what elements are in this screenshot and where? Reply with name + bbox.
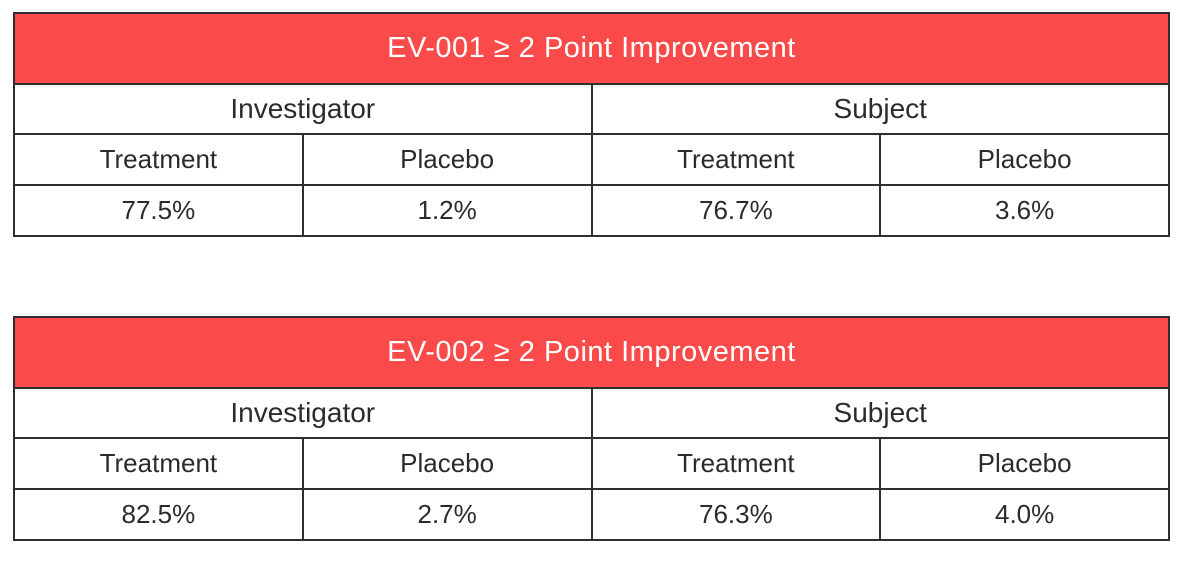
ev-002-table-title: EV-002 ≥ 2 Point Improvement <box>13 316 1170 389</box>
ev-001-column-header-subject-treatment: Treatment <box>590 133 882 186</box>
ev-002-value-investigator-treatment: 82.5% <box>13 488 304 541</box>
ev-001-column-header-investigator-treatment: Treatment <box>13 133 304 186</box>
ev-002-value-row: 82.5% 2.7% 76.3% 4.0% <box>13 488 1170 541</box>
ev-001-group-header-investigator: Investigator <box>13 83 593 135</box>
ev-002-value-investigator-placebo: 2.7% <box>301 488 593 541</box>
ev-001-column-header-subject-placebo: Placebo <box>879 133 1170 186</box>
ev-001-group-header-subject: Subject <box>590 83 1170 135</box>
ev-001-column-row: Treatment Placebo Treatment Placebo <box>13 133 1170 186</box>
ev-002-group-header-investigator: Investigator <box>13 387 593 439</box>
ev-002-column-header-subject-treatment: Treatment <box>590 437 882 490</box>
ev-002-column-header-investigator-placebo: Placebo <box>301 437 593 490</box>
ev-001-table-block: EV-001 ≥ 2 Point Improvement Investigato… <box>13 12 1170 237</box>
ev-001-value-investigator-treatment: 77.5% <box>13 184 304 237</box>
ev-002-column-header-investigator-treatment: Treatment <box>13 437 304 490</box>
ev-001-column-header-investigator-placebo: Placebo <box>301 133 593 186</box>
ev-001-group-row: Investigator Subject <box>13 83 1170 135</box>
ev-001-value-row: 77.5% 1.2% 76.7% 3.6% <box>13 184 1170 237</box>
ev-001-title-row: EV-001 ≥ 2 Point Improvement <box>13 12 1170 85</box>
ev-002-value-subject-treatment: 76.3% <box>590 488 882 541</box>
ev-002-table-block: EV-002 ≥ 2 Point Improvement Investigato… <box>13 316 1170 541</box>
ev-002-group-header-subject: Subject <box>590 387 1170 439</box>
ev-001-value-subject-placebo: 3.6% <box>879 184 1170 237</box>
ev-001-value-subject-treatment: 76.7% <box>590 184 882 237</box>
ev-001-table: EV-001 ≥ 2 Point Improvement Investigato… <box>13 12 1170 237</box>
ev-001-table-title: EV-001 ≥ 2 Point Improvement <box>13 12 1170 85</box>
ev-002-column-row: Treatment Placebo Treatment Placebo <box>13 437 1170 490</box>
page-content: EV-001 ≥ 2 Point Improvement Investigato… <box>13 12 1170 541</box>
ev-001-value-investigator-placebo: 1.2% <box>301 184 593 237</box>
ev-002-group-row: Investigator Subject <box>13 387 1170 439</box>
ev-002-title-row: EV-002 ≥ 2 Point Improvement <box>13 316 1170 389</box>
ev-002-value-subject-placebo: 4.0% <box>879 488 1170 541</box>
ev-002-column-header-subject-placebo: Placebo <box>879 437 1170 490</box>
ev-002-table: EV-002 ≥ 2 Point Improvement Investigato… <box>13 316 1170 541</box>
